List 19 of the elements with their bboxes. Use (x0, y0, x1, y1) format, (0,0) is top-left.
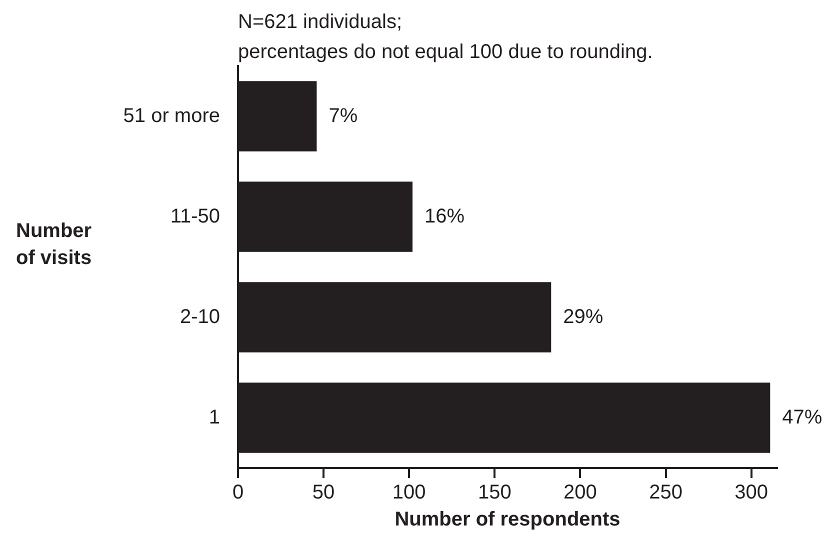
x-tick-label: 150 (478, 482, 512, 504)
y-tick-label: 11-50 (170, 205, 220, 228)
x-axis-title: Number of respondents (394, 508, 620, 531)
x-tick-label: 0 (232, 482, 244, 504)
text: N=621 individuals; (238, 11, 402, 33)
annotation: 29% (563, 306, 604, 328)
annotation: 16% (424, 205, 465, 228)
x-tick-label: 300 (734, 482, 768, 504)
x-tick-label: 50 (312, 482, 335, 504)
y-tick-label: 51 or more (123, 104, 220, 127)
x-tick-label: 100 (392, 482, 426, 504)
annotation: 7% (328, 104, 358, 127)
y-tick-label: 2-10 (180, 306, 220, 328)
x-tick-label: 250 (649, 482, 682, 504)
y-tick-label: 1 (208, 406, 220, 428)
y-axis-title: Number of visits (16, 219, 92, 271)
annotation: 47% (782, 406, 822, 428)
text: percentages do not equal 100 due to rounding. (238, 41, 653, 63)
x-tick-label: 200 (564, 482, 597, 504)
